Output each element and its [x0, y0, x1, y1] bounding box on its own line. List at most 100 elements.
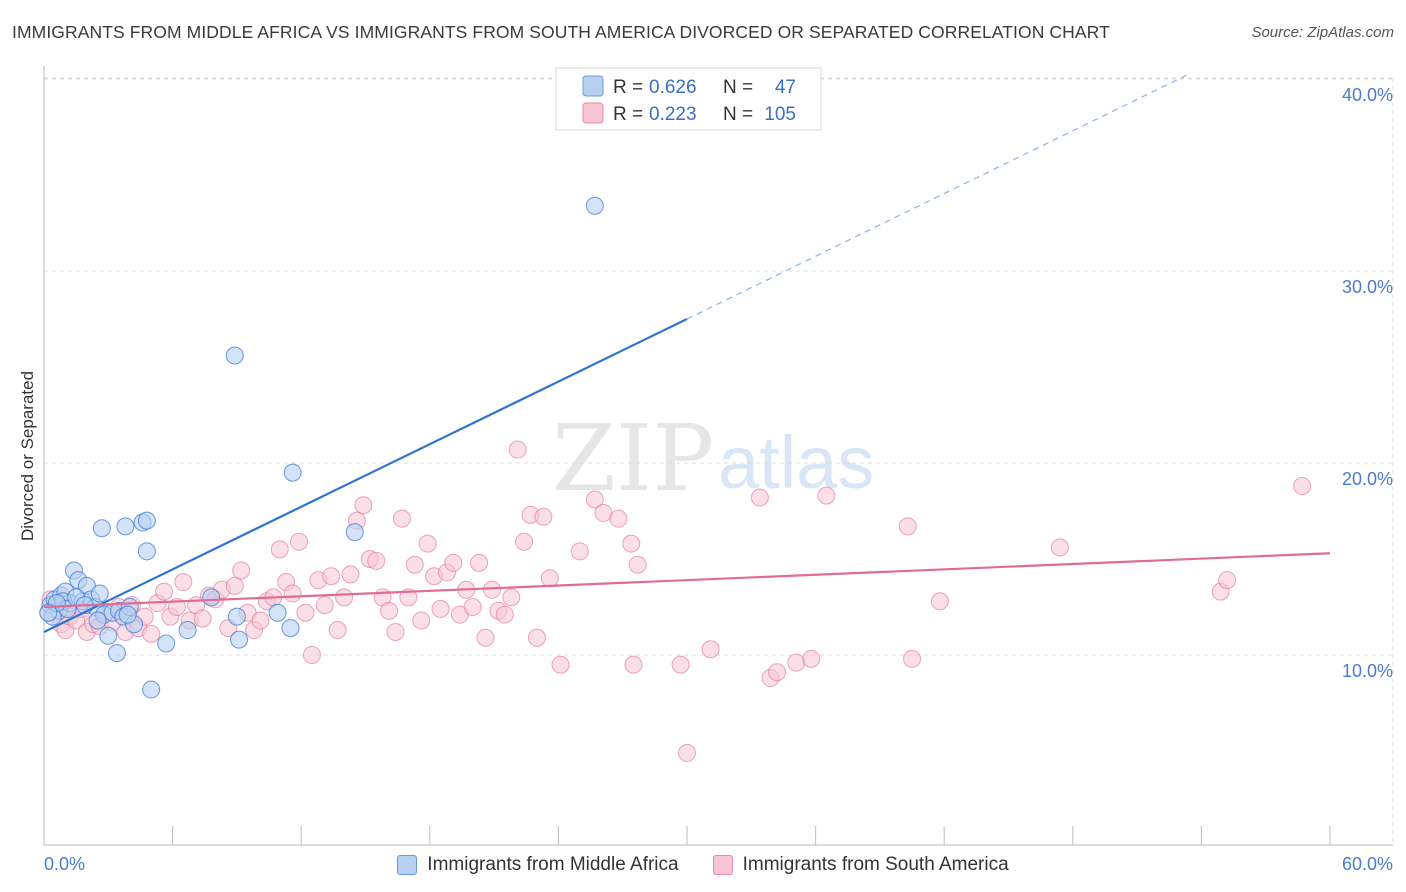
point-south-america [671, 655, 690, 674]
y-tick-label: 20.0% [1342, 469, 1393, 489]
point-south-america [193, 609, 212, 628]
point-middle-africa [178, 621, 197, 640]
watermark-zip: ZIP [552, 405, 714, 512]
series-middle-africa-points [39, 196, 604, 699]
point-south-america [232, 561, 251, 580]
point-south-america [570, 542, 589, 561]
y-tick-label: 30.0% [1342, 277, 1393, 297]
point-middle-africa [585, 196, 604, 215]
point-middle-africa [227, 607, 246, 626]
point-middle-africa [107, 644, 126, 663]
point-south-america [903, 649, 922, 668]
point-south-america [392, 509, 411, 528]
point-south-america [296, 603, 315, 622]
point-south-america [155, 582, 174, 601]
y-tick-labels: 10.0% 20.0% 30.0% 40.0% [1342, 85, 1393, 681]
point-south-america [251, 611, 270, 630]
point-south-america [930, 592, 949, 611]
point-middle-africa [142, 680, 161, 699]
x-max-label: 60.0% [1342, 854, 1393, 874]
bottom-legend-item-middle-africa: Immigrants from Middle Africa [397, 854, 679, 876]
point-middle-africa [92, 519, 111, 538]
stats-legend: R = 0.626 N = 47 R = 0.223 N = 105 [555, 67, 822, 131]
point-middle-africa [283, 463, 302, 482]
point-south-america [341, 565, 360, 584]
point-south-america [594, 503, 613, 522]
point-south-america [290, 532, 309, 551]
point-south-america [678, 743, 696, 762]
point-south-america [802, 649, 821, 668]
point-south-america [768, 663, 787, 682]
point-south-america [750, 488, 769, 507]
bottom-legend-label-south-america: Immigrants from South America [742, 854, 1009, 875]
point-south-america [527, 628, 546, 647]
legend-n-label-1: N = [723, 77, 753, 98]
point-south-america [302, 646, 321, 664]
point-south-america [399, 588, 418, 607]
x-ticks [43, 826, 1331, 845]
point-south-america [270, 540, 289, 559]
point-south-america [622, 534, 641, 553]
point-south-america [1050, 538, 1069, 557]
y-tick-label: 40.0% [1342, 85, 1393, 105]
point-middle-africa [225, 346, 244, 365]
point-south-america [328, 621, 347, 640]
point-south-america [609, 509, 628, 528]
point-south-america [540, 569, 559, 588]
point-south-america [817, 486, 836, 505]
point-south-america [142, 624, 161, 643]
bottom-legend-item-south-america: Immigrants from South America [712, 854, 1009, 876]
point-south-america [551, 655, 570, 674]
legend-r-label-2: R = [613, 104, 643, 125]
point-south-america [167, 598, 186, 616]
point-south-america [463, 598, 482, 616]
point-south-america [515, 532, 534, 551]
point-south-america [380, 601, 399, 620]
point-middle-africa [268, 603, 287, 622]
point-south-america [225, 576, 244, 595]
trend-line-south-america [43, 552, 1331, 609]
point-south-america [418, 534, 437, 553]
trend-line-middle-africa-extension [686, 72, 1191, 320]
point-south-america [508, 440, 527, 459]
point-south-america [495, 605, 514, 624]
point-south-america [354, 496, 373, 515]
bottom-legend: Immigrants from Middle Africa Immigrants… [0, 850, 1406, 880]
legend-n-value-1: 47 [775, 77, 796, 98]
point-middle-africa [99, 626, 118, 645]
point-south-america [405, 555, 424, 574]
point-south-america [1218, 571, 1237, 590]
point-middle-africa [157, 634, 176, 653]
point-south-america [412, 611, 431, 630]
point-south-america [585, 490, 604, 509]
point-middle-africa [137, 542, 156, 561]
point-south-america [174, 573, 193, 592]
point-middle-africa [116, 517, 135, 536]
point-south-america [367, 551, 386, 570]
bottom-legend-swatch-pink [712, 855, 733, 875]
point-south-america [502, 588, 521, 607]
y-tick-label: 10.0% [1342, 661, 1393, 681]
point-south-america [898, 517, 917, 536]
x-min-label: 0.0% [44, 854, 85, 874]
point-south-america [335, 588, 354, 607]
point-south-america [283, 584, 302, 603]
source-credit: Source: ZipAtlas.com [1251, 24, 1394, 41]
legend-r-label-1: R = [613, 77, 643, 98]
point-south-america [1293, 477, 1312, 496]
point-south-america [482, 580, 501, 599]
legend-n-label-2: N = [723, 104, 753, 125]
point-middle-africa [202, 588, 221, 607]
point-south-america [315, 596, 334, 615]
point-middle-africa [88, 611, 107, 630]
legend-swatch-blue [582, 75, 604, 97]
point-south-america [444, 553, 463, 572]
legend-r-value-2: 0.223 [649, 104, 697, 125]
point-middle-africa [39, 603, 58, 622]
legend-swatch-pink [582, 102, 604, 124]
point-middle-africa [90, 584, 109, 603]
point-south-america [628, 555, 647, 574]
bottom-legend-label-middle-africa: Immigrants from Middle Africa [427, 854, 679, 875]
point-south-america [470, 553, 489, 572]
